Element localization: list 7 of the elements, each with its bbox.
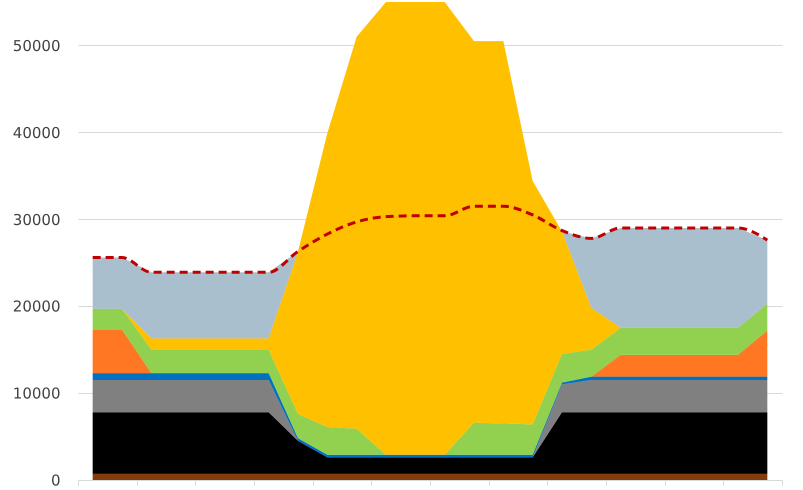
line-series bbox=[91, 204, 769, 274]
y-tick-label: 50000 bbox=[12, 36, 60, 55]
y-tick-label: 40000 bbox=[12, 124, 60, 142]
y-tick-label: 0 bbox=[50, 472, 60, 490]
y-tick-label: 30000 bbox=[12, 210, 60, 229]
y-tick-label: 20000 bbox=[12, 298, 60, 316]
y-tick-label: 10000 bbox=[12, 384, 60, 403]
